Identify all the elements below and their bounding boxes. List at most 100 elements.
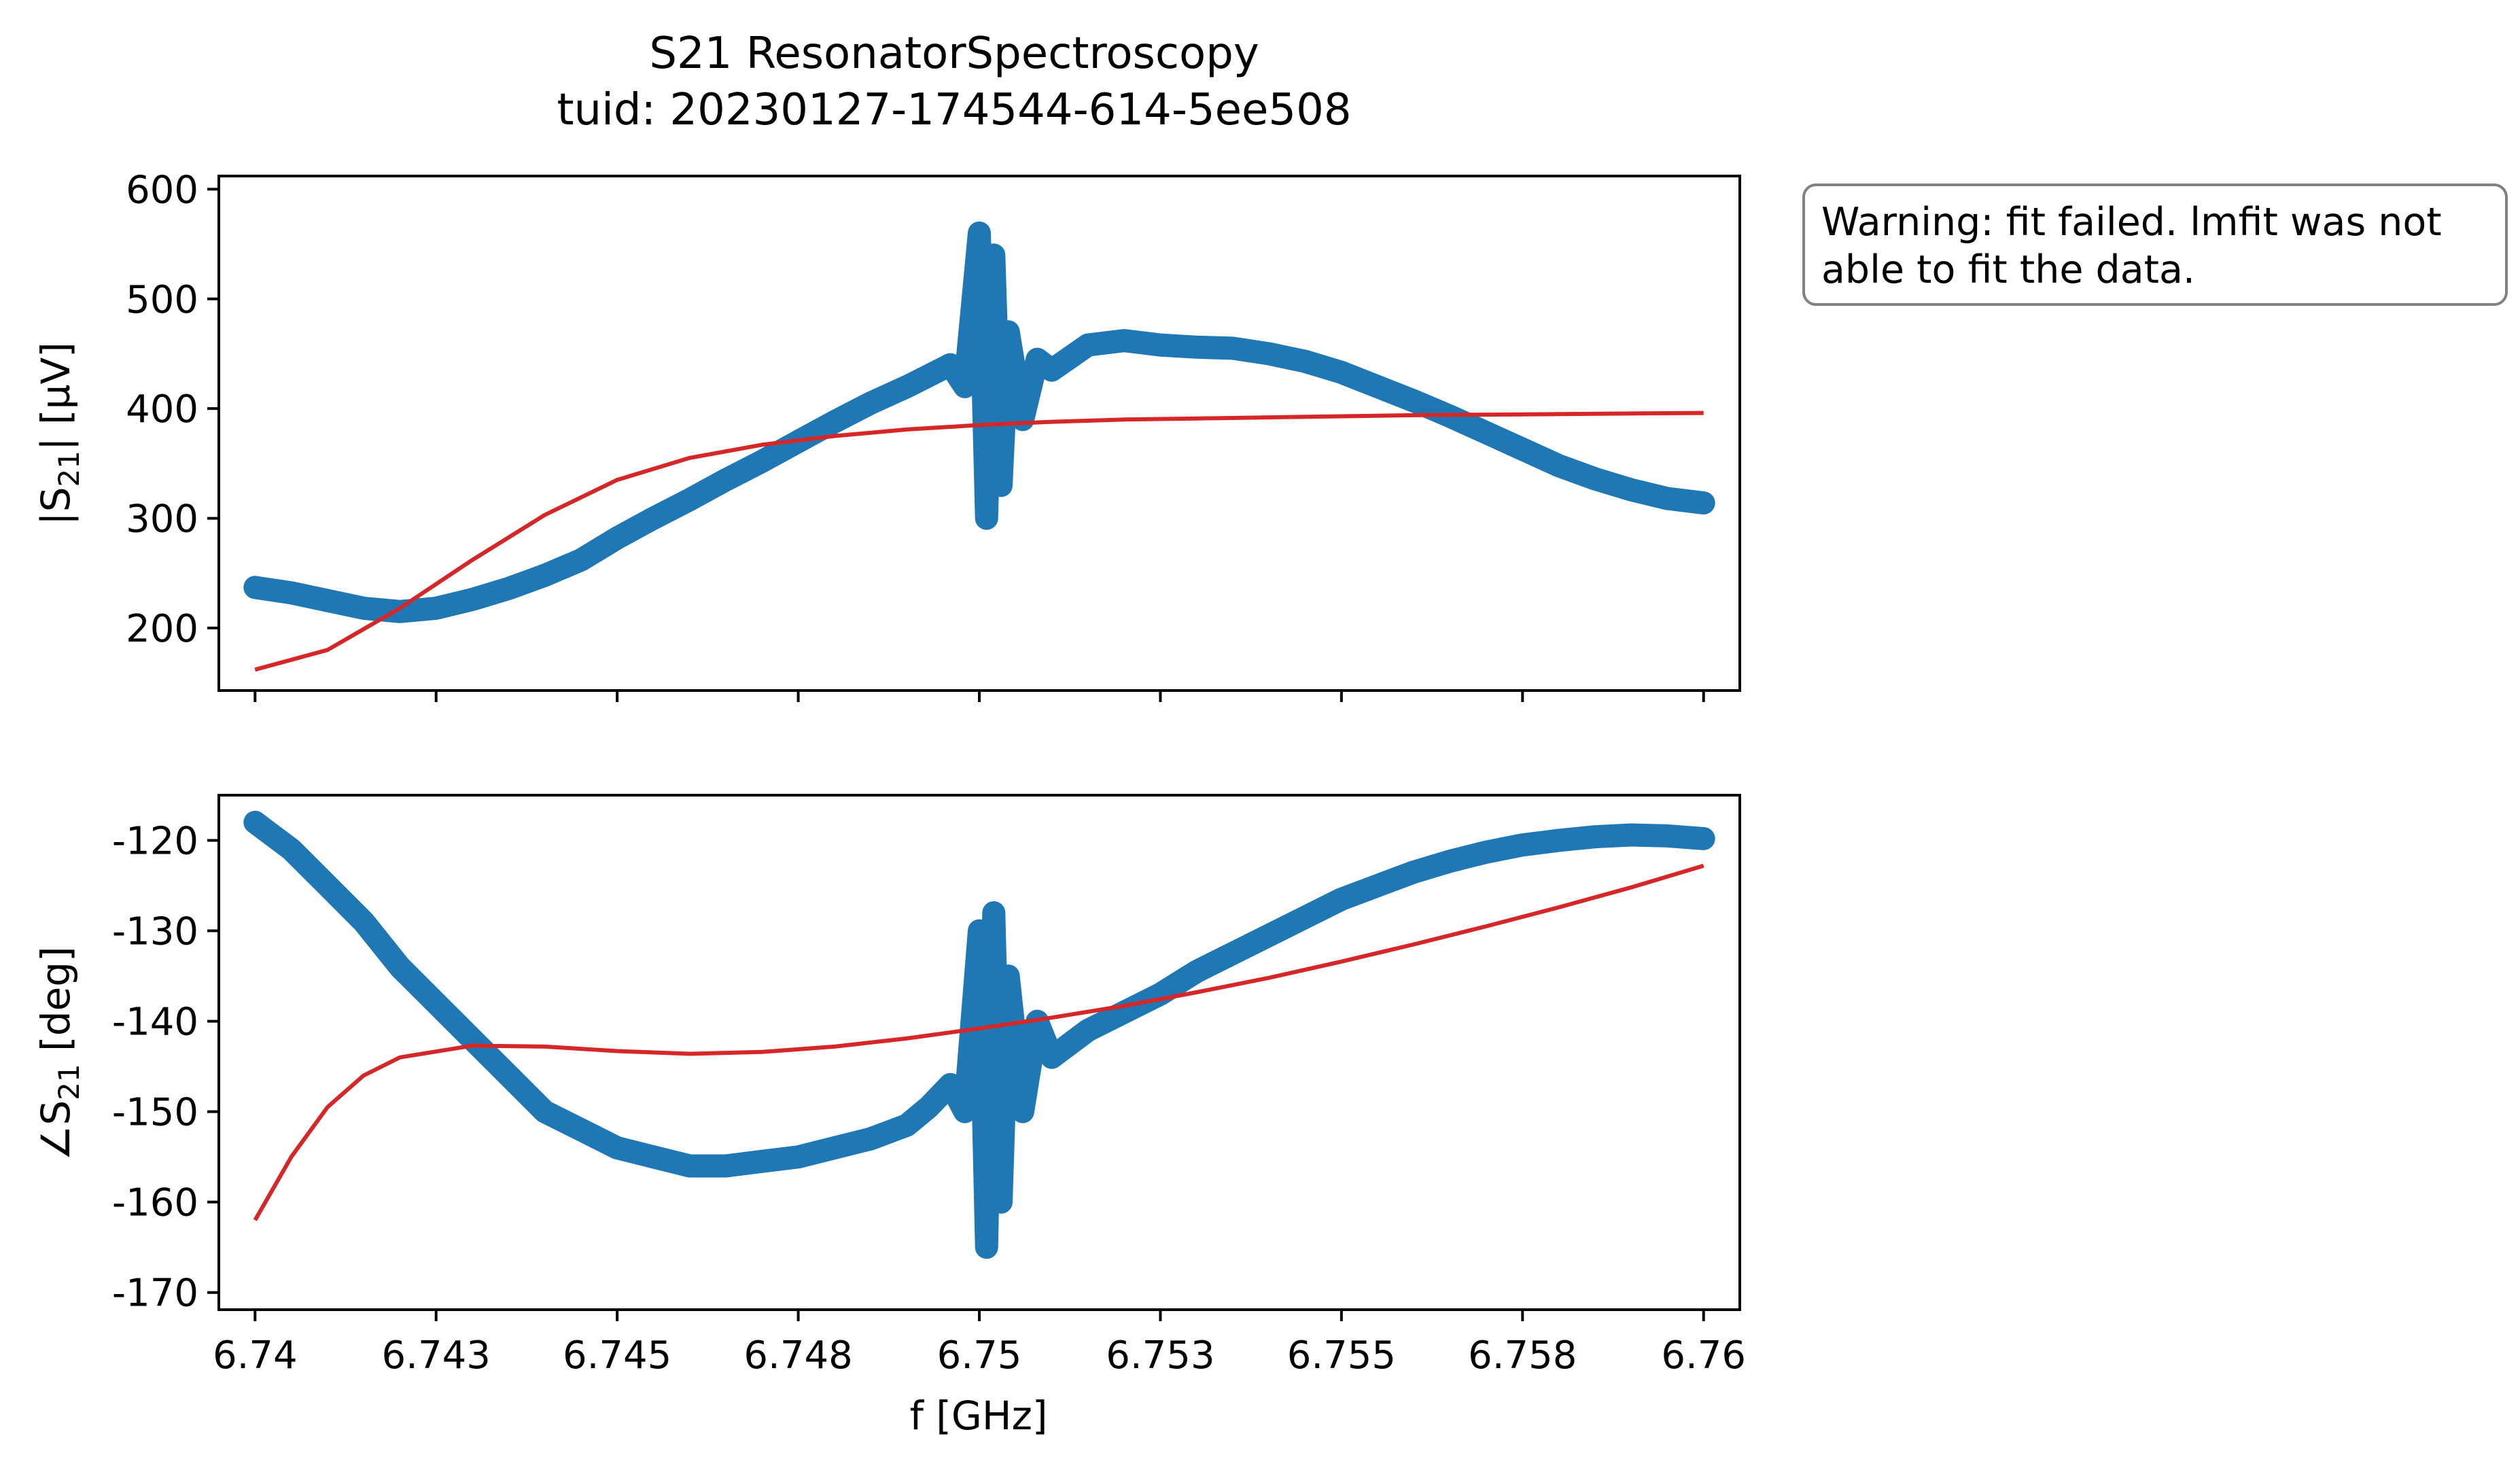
phase-y-tick-label: -160	[112, 1181, 198, 1225]
magnitude-data-point	[570, 549, 591, 570]
phase-y-tick-label: -120	[112, 820, 198, 864]
magnitude-data-point	[998, 321, 1019, 343]
x-tick-label: 6.753	[1106, 1333, 1214, 1378]
phase-y-tick-label: -150	[112, 1091, 198, 1135]
phase-y-tick-label: -170	[112, 1272, 198, 1316]
chart-title: S21 ResonatorSpectroscopy	[649, 29, 1259, 79]
magnitude-panel: 200 300 400 500 600	[126, 168, 1741, 702]
magnitude-data-point	[1259, 343, 1280, 364]
phase-data-point	[1012, 1101, 1033, 1122]
phase-data-point	[353, 911, 374, 932]
magnitude-data-point	[353, 597, 374, 618]
phase-data-point	[752, 1151, 773, 1172]
magnitude-data-point	[1331, 362, 1352, 383]
phase-data-point	[896, 1115, 917, 1136]
magnitude-y-tick-label: 300	[126, 498, 198, 542]
phase-fit-curve	[253, 863, 1704, 1221]
phase-data-point	[998, 966, 1019, 987]
phase-data-point	[976, 1237, 997, 1258]
magnitude-data-point	[1693, 493, 1714, 513]
phase-y-tick-label: -130	[112, 910, 198, 954]
magnitude-data-point	[1548, 455, 1569, 476]
magnitude-data-point	[1186, 336, 1207, 357]
magnitude-data-point	[824, 411, 845, 432]
phase-data-point	[281, 839, 302, 860]
magnitude-data-point	[991, 475, 1011, 496]
magnitude-data-point	[643, 508, 664, 529]
phase-data-point	[991, 1191, 1011, 1212]
phase-data-point	[607, 1137, 628, 1158]
magnitude-data-point	[969, 222, 990, 243]
magnitude-data-point	[976, 508, 997, 529]
magnitude-data-point	[317, 590, 338, 611]
phase-data-point	[389, 956, 410, 977]
magnitude-data-point	[1041, 360, 1062, 381]
phase-data-point	[824, 1137, 845, 1158]
magnitude-fit-curve	[254, 411, 1704, 672]
magnitude-data-point	[860, 393, 881, 414]
phase-data-point	[317, 875, 338, 896]
magnitude-data-point	[1150, 334, 1171, 355]
phase-data-point	[1476, 841, 1497, 862]
magnitude-data-point	[954, 376, 975, 397]
magnitude-data-point	[1476, 422, 1497, 443]
phase-y-tick-label: -140	[112, 1000, 198, 1045]
phase-data-point	[1223, 943, 1243, 964]
phase-data-point	[940, 1074, 961, 1095]
magnitude-data-point	[918, 365, 939, 386]
x-tick-label: 6.748	[743, 1333, 852, 1378]
magnitude-data-point	[1295, 351, 1316, 372]
magnitude-data-point	[752, 451, 773, 472]
phase-data-point	[1259, 925, 1280, 946]
x-tick-label: 6.743	[382, 1333, 491, 1378]
fit-warning-annotation: Warning: fit failed. lmfit was not able …	[1802, 184, 2508, 306]
magnitude-data-point	[1584, 468, 1605, 489]
magnitude-data-point	[534, 565, 555, 586]
magnitude-data-point	[425, 597, 447, 618]
phase-data-point	[1367, 875, 1388, 896]
magnitude-data-point	[1027, 349, 1048, 370]
phase-data-point	[570, 1119, 591, 1140]
magnitude-data-point	[1657, 488, 1678, 509]
phase-data-point	[425, 993, 447, 1013]
magnitude-data-point	[607, 527, 628, 548]
phase-data-point	[245, 811, 266, 833]
phase-y-axis-label: ∠S21 [deg]	[33, 946, 86, 1160]
magnitude-data-point	[281, 582, 302, 604]
phase-data-point	[1657, 825, 1678, 846]
magnitude-y-tick-label: 400	[126, 387, 198, 432]
magnitude-data-point	[498, 578, 519, 599]
phase-data-point	[1077, 1019, 1098, 1041]
magnitude-data-point	[896, 376, 917, 397]
phase-data-point	[788, 1147, 809, 1168]
phase-data-point	[1512, 835, 1533, 856]
magnitude-data-point	[1077, 334, 1098, 355]
magnitude-data-point	[1512, 438, 1533, 459]
phase-data-point	[498, 1065, 519, 1086]
phase-panel: -170 -160 -150 -140 -130 -120 6.74 6.743 6.745 6.…	[112, 794, 1746, 1378]
magnitude-y-tick-label: 600	[126, 168, 198, 212]
magnitude-data-point	[1223, 338, 1243, 359]
magnitude-y-axis-label: |S21| [µV]	[33, 342, 86, 525]
phase-data-point	[716, 1155, 736, 1176]
phase-data-point	[918, 1097, 939, 1117]
phase-data-point	[1439, 851, 1460, 872]
magnitude-data-point	[1012, 409, 1033, 430]
phase-data-point	[679, 1155, 700, 1176]
fit-warning-line-1: Warning: fit failed. lmfit was not	[1821, 200, 2442, 245]
x-tick-label: 6.76	[1661, 1333, 1746, 1378]
magnitude-data-point	[1367, 376, 1388, 397]
phase-data-point	[1041, 1047, 1062, 1068]
magnitude-y-tick-label: 200	[126, 607, 198, 651]
phase-data-point	[860, 1128, 881, 1149]
magnitude-data-point	[462, 589, 483, 610]
phase-data-point	[1584, 826, 1605, 848]
magnitude-data-point	[716, 470, 736, 491]
phase-data-point	[643, 1147, 664, 1168]
x-tick-label: 6.758	[1468, 1333, 1577, 1378]
phase-data-point	[1548, 830, 1569, 851]
phase-data-point	[1186, 961, 1207, 982]
magnitude-data-point	[983, 245, 1004, 266]
phase-data-point	[1403, 862, 1424, 883]
phase-data-point	[534, 1101, 555, 1122]
